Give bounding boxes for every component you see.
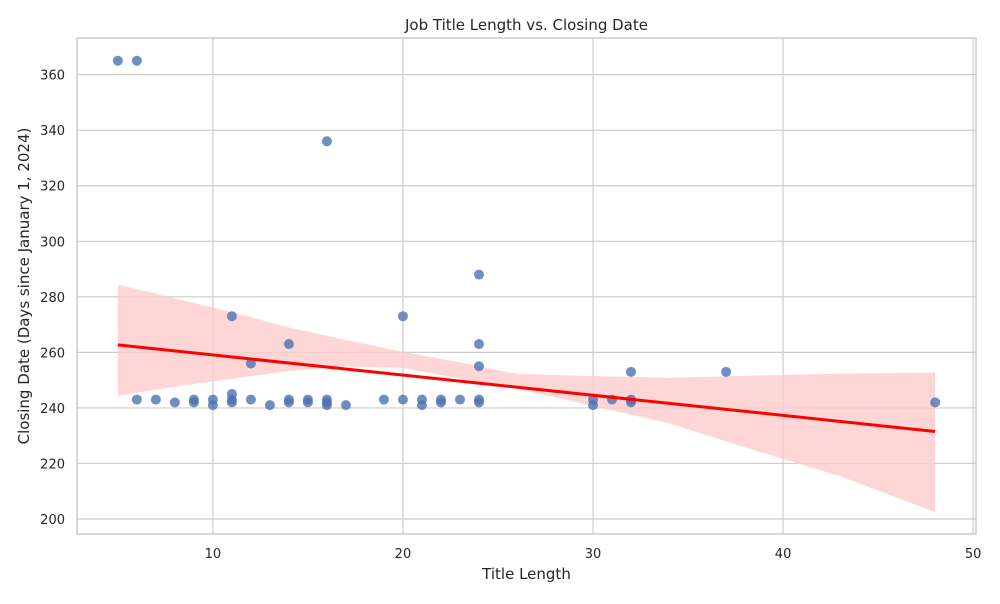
confidence-band	[117, 284, 936, 513]
data-point	[226, 311, 237, 322]
x-tick-label: 40	[775, 547, 792, 562]
data-point	[245, 394, 256, 405]
data-point	[340, 400, 351, 411]
x-axis-label: Title Length	[481, 565, 571, 583]
data-point	[721, 366, 732, 377]
y-tick-label: 280	[40, 291, 65, 306]
data-point	[588, 400, 599, 411]
data-point	[169, 397, 180, 408]
data-point	[112, 55, 123, 66]
data-point	[131, 394, 142, 405]
data-point	[283, 397, 294, 408]
y-axis-label: Closing Date (Days since January 1, 2024…	[15, 128, 33, 445]
data-point	[321, 136, 332, 147]
data-point	[416, 400, 427, 411]
y-tick-label: 240	[40, 402, 65, 417]
data-point	[473, 269, 484, 280]
data-point	[626, 366, 637, 377]
y-tick-label: 260	[40, 346, 65, 361]
data-point	[188, 397, 199, 408]
y-tick-label: 300	[40, 235, 65, 250]
x-tick-label: 30	[585, 547, 602, 562]
data-point	[283, 339, 294, 350]
x-tick-label: 50	[965, 547, 982, 562]
chart-title: Job Title Length vs. Closing Date	[404, 16, 648, 34]
data-point	[226, 397, 237, 408]
y-tick-label: 360	[40, 69, 65, 84]
data-point	[302, 397, 313, 408]
data-point	[397, 394, 408, 405]
data-point	[473, 397, 484, 408]
y-tick-label: 200	[40, 513, 65, 528]
plot-frame	[76, 37, 977, 535]
x-tick-label: 10	[205, 547, 222, 562]
data-point	[264, 400, 275, 411]
y-tick-label: 320	[40, 180, 65, 195]
data-point	[131, 55, 142, 66]
data-point	[454, 394, 465, 405]
data-point	[473, 339, 484, 350]
data-point	[245, 358, 256, 369]
y-tick-label: 220	[40, 457, 65, 472]
data-point	[378, 394, 389, 405]
data-point	[321, 400, 332, 411]
data-point	[207, 400, 218, 411]
data-point	[930, 397, 941, 408]
data-point	[435, 397, 446, 408]
x-tick-label: 20	[395, 547, 412, 562]
data-point	[150, 394, 161, 405]
y-tick-label: 340	[40, 124, 65, 139]
data-point	[473, 361, 484, 372]
data-point	[397, 311, 408, 322]
regression-line	[117, 343, 936, 434]
